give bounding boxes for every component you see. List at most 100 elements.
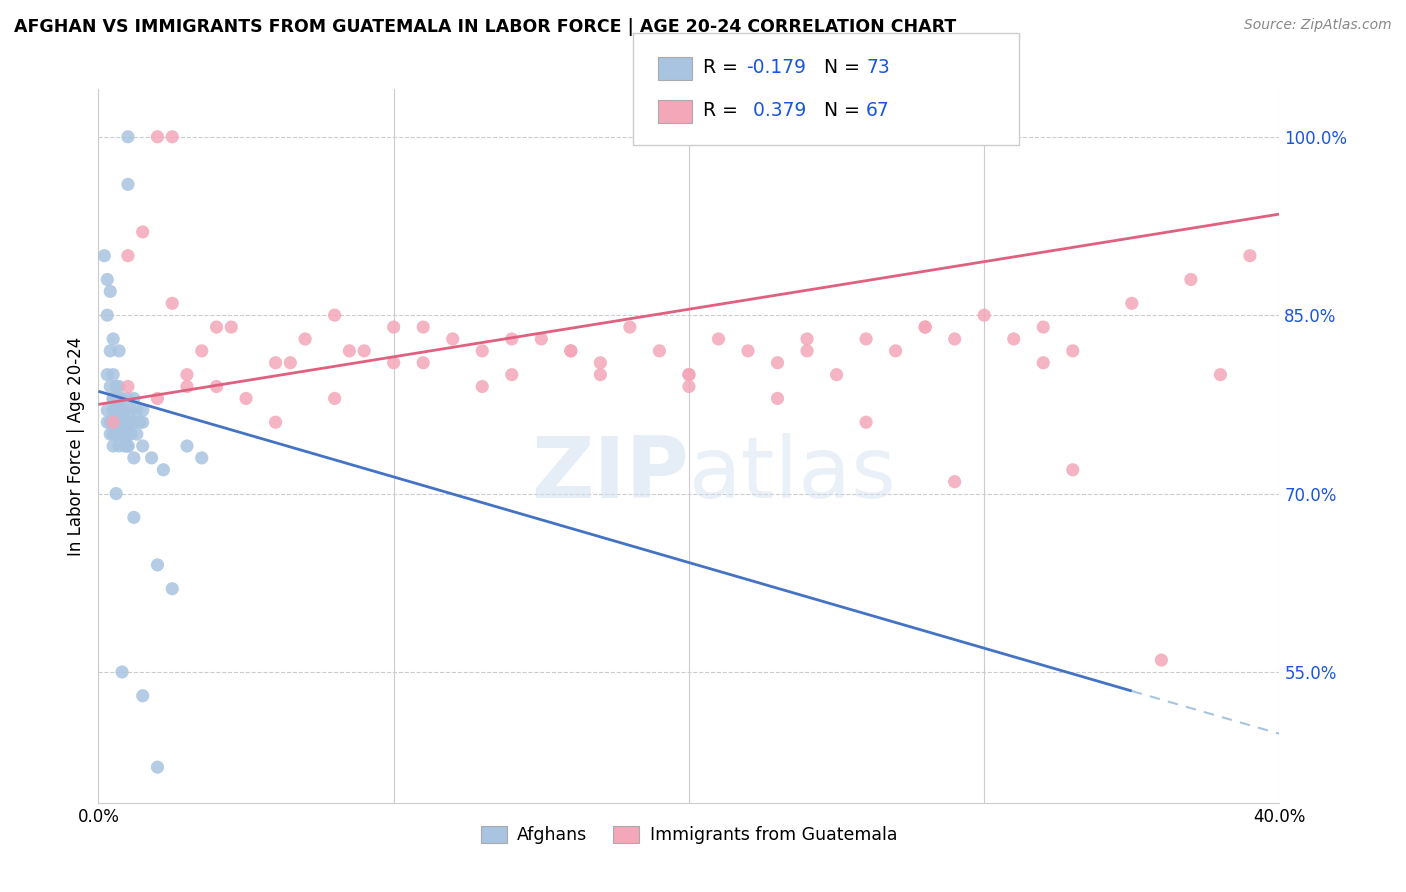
Point	[96, 415, 118, 429]
Text: R =: R =	[703, 58, 744, 78]
Point	[114, 415, 136, 429]
Point	[1150, 653, 1173, 667]
Point	[111, 403, 134, 417]
Point	[103, 427, 125, 442]
Point	[120, 427, 142, 442]
Point	[117, 379, 139, 393]
Point	[103, 392, 125, 406]
Point	[339, 343, 361, 358]
Point	[117, 178, 139, 192]
Point	[117, 427, 139, 442]
Point	[221, 320, 243, 334]
Point	[191, 343, 214, 358]
Point	[117, 249, 139, 263]
Point	[943, 475, 966, 489]
Point	[146, 129, 169, 144]
Point	[471, 379, 494, 393]
Point	[114, 439, 136, 453]
Point	[530, 332, 553, 346]
Text: ZIP: ZIP	[531, 433, 689, 516]
Point	[98, 343, 121, 358]
Text: 67: 67	[866, 101, 890, 120]
Point	[103, 415, 125, 429]
Text: AFGHAN VS IMMIGRANTS FROM GUATEMALA IN LABOR FORCE | AGE 20-24 CORRELATION CHART: AFGHAN VS IMMIGRANTS FROM GUATEMALA IN L…	[14, 18, 956, 36]
Point	[108, 379, 131, 393]
Point	[105, 415, 128, 429]
Point	[152, 463, 174, 477]
Point	[412, 320, 434, 334]
Point	[796, 332, 818, 346]
Point	[589, 356, 612, 370]
Text: 73: 73	[866, 58, 890, 78]
Point	[93, 249, 115, 263]
Point	[235, 392, 257, 406]
Point	[111, 392, 134, 406]
Point	[103, 368, 125, 382]
Point	[766, 392, 789, 406]
Point	[914, 320, 936, 334]
Point	[1032, 320, 1054, 334]
Point	[103, 332, 125, 346]
Point	[176, 439, 198, 453]
Point	[114, 427, 136, 442]
Text: N =: N =	[824, 58, 866, 78]
Point	[323, 308, 346, 322]
Point	[707, 332, 730, 346]
Legend: Afghans, Immigrants from Guatemala: Afghans, Immigrants from Guatemala	[474, 819, 904, 851]
Point	[1239, 249, 1261, 263]
Point	[560, 343, 582, 358]
Point	[128, 415, 150, 429]
Point	[294, 332, 316, 346]
Point	[120, 415, 142, 429]
Point	[323, 392, 346, 406]
Point	[205, 320, 228, 334]
Point	[855, 332, 877, 346]
Point	[108, 403, 131, 417]
Point	[382, 356, 405, 370]
Point	[162, 582, 183, 596]
Point	[96, 403, 118, 417]
Point	[353, 343, 375, 358]
Point	[162, 296, 183, 310]
Point	[1002, 332, 1025, 346]
Point	[111, 427, 134, 442]
Point	[96, 368, 118, 382]
Point	[98, 379, 121, 393]
Point	[1032, 356, 1054, 370]
Point	[125, 427, 148, 442]
Point	[796, 343, 818, 358]
Point	[105, 403, 128, 417]
Point	[648, 343, 671, 358]
Point	[412, 356, 434, 370]
Point	[766, 356, 789, 370]
Point	[162, 129, 183, 144]
Point	[105, 379, 128, 393]
Point	[132, 225, 155, 239]
Point	[117, 415, 139, 429]
Point	[146, 558, 169, 572]
Point	[560, 343, 582, 358]
Point	[108, 392, 131, 406]
Point	[108, 427, 131, 442]
Point	[737, 343, 759, 358]
Point	[103, 392, 125, 406]
Point	[825, 368, 848, 382]
Point	[501, 368, 523, 382]
Point	[146, 760, 169, 774]
Point	[96, 308, 118, 322]
Point	[117, 439, 139, 453]
Point	[191, 450, 214, 465]
Point	[678, 368, 700, 382]
Text: -0.179: -0.179	[747, 58, 807, 78]
Point	[108, 439, 131, 453]
Point	[98, 415, 121, 429]
Point	[114, 403, 136, 417]
Point	[105, 486, 128, 500]
Point	[108, 343, 131, 358]
Text: R =: R =	[703, 101, 744, 120]
Point	[122, 510, 145, 524]
Point	[280, 356, 302, 370]
Point	[98, 285, 121, 299]
Point	[1062, 463, 1084, 477]
Point	[264, 415, 287, 429]
